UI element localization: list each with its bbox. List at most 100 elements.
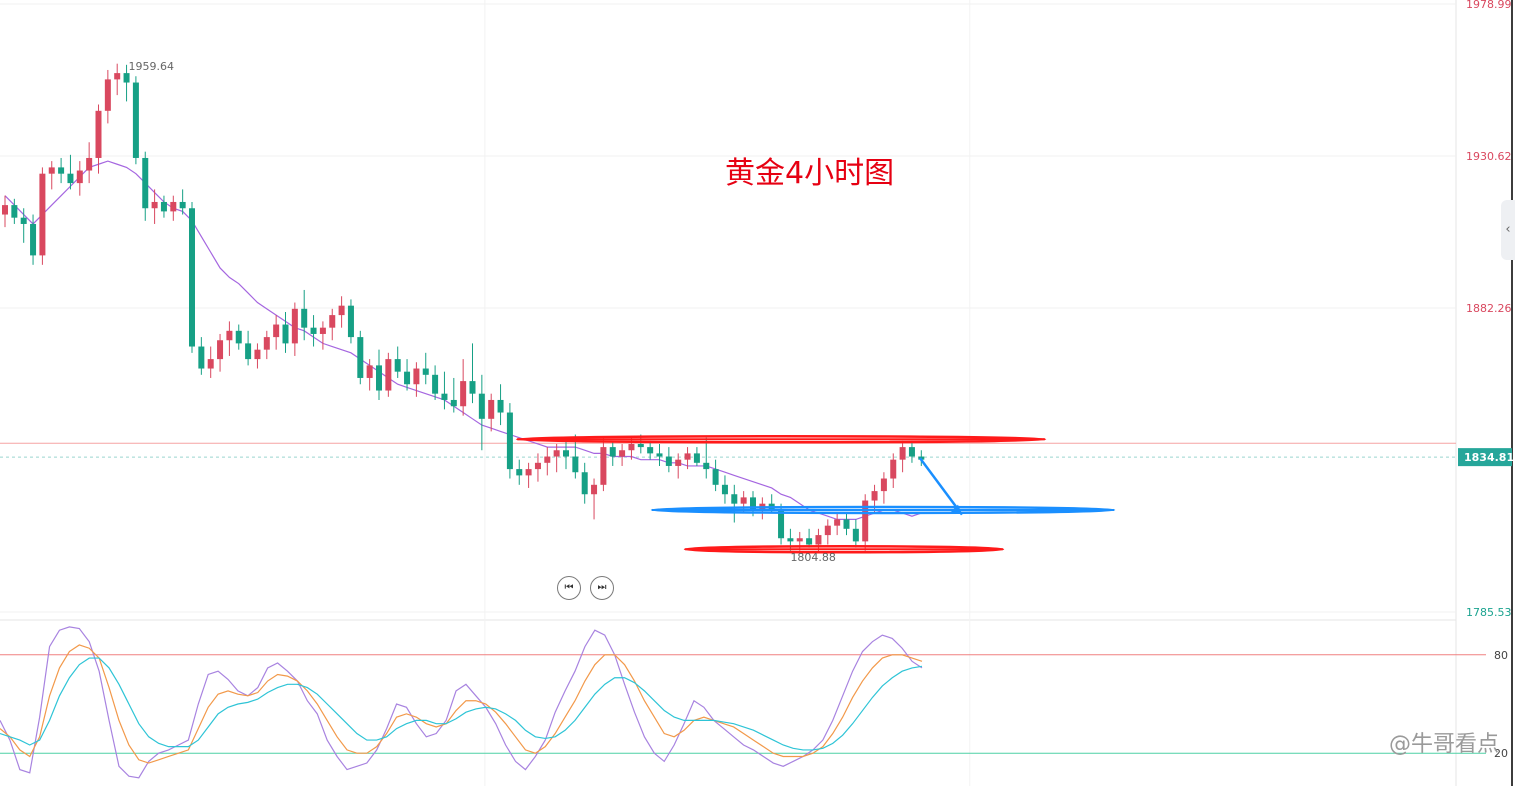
candle-body [413,368,420,385]
high-annotation: 1959.64 [129,60,175,73]
candle-body [151,201,158,209]
price-axis-label: 1785.53 [1466,606,1512,619]
candle-body [282,324,289,344]
candle-body [30,223,37,256]
candle-body [525,469,532,476]
skip-back-button[interactable]: ⏮ [557,576,581,600]
candle-body [647,447,654,454]
candle-body [357,337,364,378]
candle-body [254,349,261,360]
chart-title: 黄金4小时图 [725,156,894,191]
candle-body [619,450,626,457]
candle-body [291,308,298,344]
watermark: @牛哥看点 [1388,732,1499,757]
candlestick-layer [2,63,925,552]
candle-body [787,538,794,542]
candle-body [778,509,785,539]
candle-body [67,173,74,184]
candle-body [899,447,906,460]
candle-body [20,217,27,224]
candle-body [404,371,411,385]
candle-body [123,73,130,83]
candle-body [301,308,308,328]
candle-body [656,453,663,457]
candle-body [731,494,738,504]
candle-body [76,170,83,184]
candle-body [2,205,8,215]
candle-body [600,447,607,485]
candle-body [366,365,373,378]
candle-body [852,528,859,542]
candle-body [544,456,551,463]
candle-body [516,469,523,476]
candle-body [880,478,887,492]
candle-body [385,359,392,391]
candle-body [226,330,233,341]
candle-body [871,491,878,501]
candle-body [179,201,186,209]
oscillator-axis-label: 20 [1494,747,1508,760]
candle-body [95,110,102,158]
candle-body [693,453,700,463]
candle-body [628,443,635,451]
candle-body [497,399,504,413]
candle-body [338,305,345,316]
chevron-left-icon: ‹ [1505,222,1511,237]
candle-body [796,538,803,542]
candle-body [160,201,167,212]
candle-body [198,346,205,369]
candle-body [581,472,588,495]
price-axis-label: 1882.26 [1466,302,1512,315]
candle-body [235,330,242,344]
price-grid [0,0,1456,786]
moving-average-layer [4,160,922,520]
ma-series-line [4,160,922,520]
candle-body [609,447,616,457]
candle-body [39,173,46,256]
candle-body [441,393,448,400]
candle-body [48,167,55,174]
candle-body [890,459,897,479]
projection-arrowhead [951,504,962,515]
candle-body [843,519,850,529]
candle-body [740,497,747,504]
candle-body [207,359,214,369]
candle-body [170,201,177,212]
candle-body [217,340,224,360]
candle-body [637,443,644,448]
low-annotation: 1804.88 [790,551,836,564]
support-resistance-layer [515,434,1116,554]
price-axis-label: 1978.99 [1466,0,1512,11]
candle-body [450,399,457,407]
candle-body [394,359,401,372]
side-panel-toggle[interactable]: ‹ [1501,200,1515,260]
projection-arrow [918,457,964,516]
skip-forward-button[interactable]: ⏭ [590,576,614,600]
candle-body [506,412,513,470]
candle-body [460,381,467,407]
current-price-badge [1458,448,1512,467]
candle-body [319,327,326,334]
candle-body [104,79,111,111]
candle-body [422,368,429,375]
candle-body [114,73,121,80]
candle-body [376,365,382,391]
candle-body [572,456,579,473]
candle-body [675,459,682,466]
price-axis-label: 1930.62 [1466,150,1512,163]
current-price-label: 1834.81 [1464,451,1514,464]
candle-body [824,525,831,536]
candle-body [908,447,915,457]
candle-body [703,462,710,470]
candle-body [273,324,280,338]
axis-label-layer: 1978.99 1930.62 1882.26 1785.53 1834.81 1959.… [129,0,1515,760]
candle-body [347,305,354,338]
candle-body [189,208,195,347]
candle-body [11,205,18,218]
oscillator-series-line-2 [0,657,923,751]
candle-body [553,450,560,457]
candle-body [750,497,756,510]
candle-body [563,450,569,457]
oscillator-layer [0,626,1486,779]
